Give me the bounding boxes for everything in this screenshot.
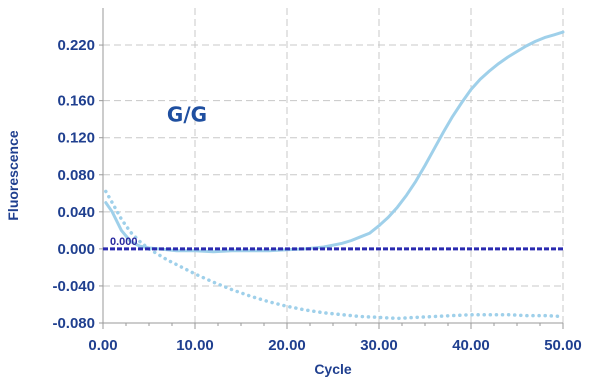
x-axis-label: Cycle (314, 361, 352, 377)
x-tick-label: 20.00 (268, 337, 306, 354)
x-tick-label: 30.00 (360, 337, 398, 354)
x-tick-label: 40.00 (452, 337, 490, 354)
x-tick-label: 50.00 (544, 337, 582, 354)
tick-labels: 0.220 0.160 0.120 0.080 0.040 0.000 -0.040 -0.0… (52, 37, 581, 354)
y-tick-label: 0.160 (57, 93, 95, 110)
y-tick-label: 0.080 (57, 167, 95, 184)
x-tick-label: 0.00 (88, 337, 117, 354)
threshold-label: 0.000 (110, 236, 138, 248)
y-tick-label: 0.220 (57, 37, 95, 54)
series-layer (103, 30, 565, 321)
y-tick-label: 0.120 (57, 130, 95, 147)
series-line-1 (104, 30, 565, 254)
series-line-2 (104, 189, 565, 321)
grid-lines (103, 8, 564, 324)
y-tick-label: 0.000 (57, 241, 95, 258)
chart-axes (99, 8, 564, 329)
y-axis-label: Fluorescence (5, 130, 21, 220)
genotype-annotation: G/G (167, 103, 207, 127)
y-tick-label: -0.080 (52, 315, 95, 332)
x-tick-label: 10.00 (176, 337, 214, 354)
y-tick-label: 0.040 (57, 204, 95, 221)
y-tick-label: -0.040 (52, 278, 95, 295)
